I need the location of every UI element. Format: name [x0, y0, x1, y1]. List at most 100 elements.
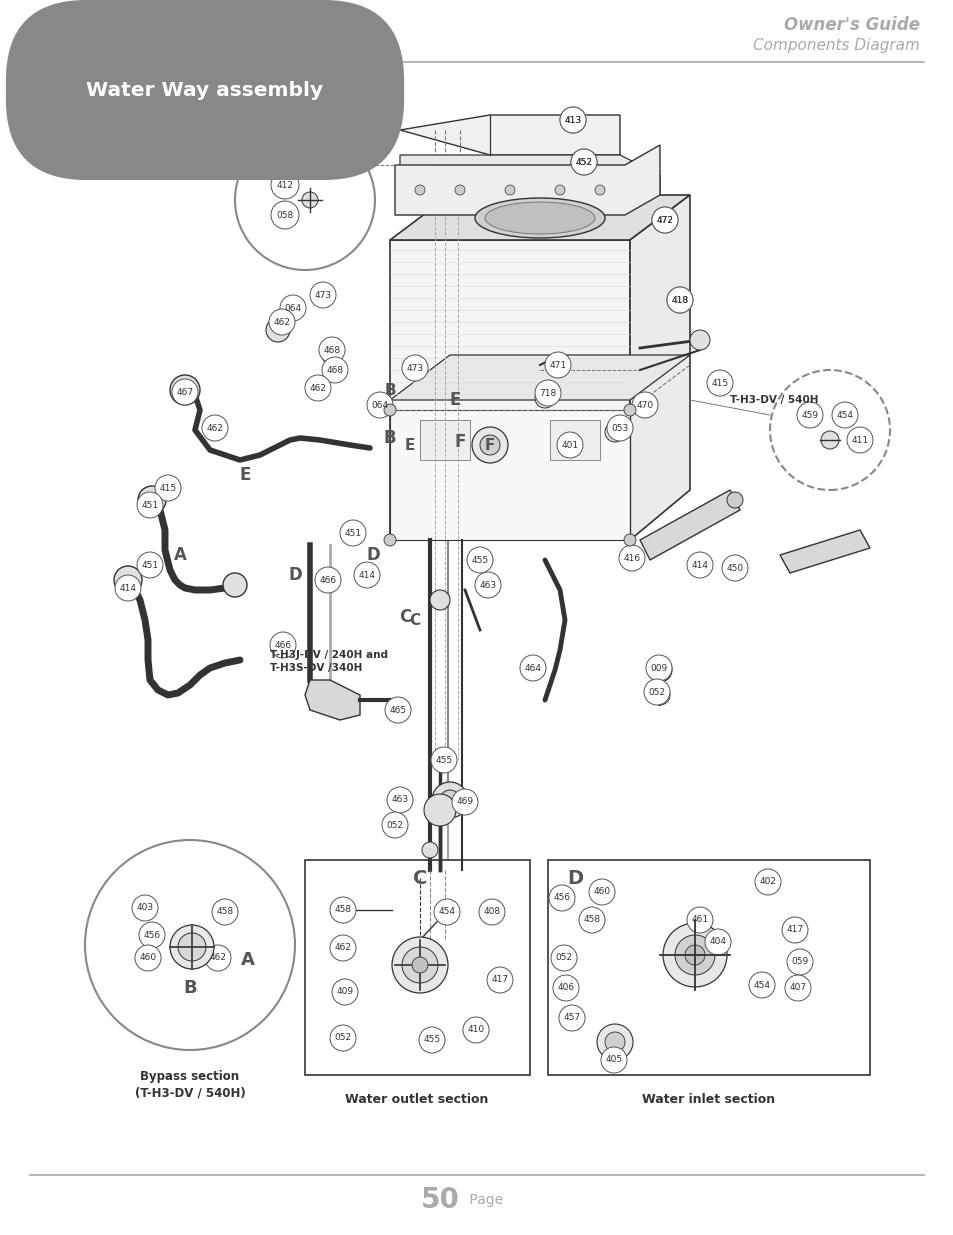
Circle shape [666, 287, 692, 312]
Text: 470: 470 [636, 400, 653, 410]
Circle shape [781, 918, 807, 944]
Circle shape [479, 435, 499, 454]
Circle shape [170, 375, 200, 405]
Text: 460: 460 [593, 888, 610, 897]
Circle shape [472, 427, 507, 463]
Text: Water outlet section: Water outlet section [345, 1093, 488, 1107]
Text: A: A [173, 546, 186, 564]
Text: C: C [398, 608, 411, 626]
Circle shape [486, 967, 513, 993]
Circle shape [430, 590, 450, 610]
Circle shape [606, 415, 633, 441]
Circle shape [618, 545, 644, 571]
Circle shape [322, 357, 348, 383]
Text: 463: 463 [479, 580, 497, 589]
Text: 417: 417 [785, 925, 802, 935]
Circle shape [392, 937, 448, 993]
Circle shape [205, 945, 231, 971]
Text: 471: 471 [549, 361, 566, 369]
Text: Owner's Guide: Owner's Guide [783, 16, 919, 35]
Circle shape [170, 925, 213, 969]
Circle shape [85, 840, 294, 1050]
Text: 405: 405 [605, 1056, 622, 1065]
Text: 052: 052 [648, 688, 665, 697]
Text: Water Way assembly: Water Way assembly [87, 80, 323, 100]
Circle shape [439, 790, 459, 810]
Text: 407: 407 [789, 983, 805, 993]
Circle shape [455, 185, 464, 195]
Text: D: D [288, 566, 301, 584]
Text: 451: 451 [344, 529, 361, 537]
Text: F: F [322, 156, 336, 175]
Text: 462: 462 [210, 953, 226, 962]
Circle shape [684, 945, 704, 965]
Text: 418: 418 [671, 295, 688, 305]
Polygon shape [399, 156, 659, 200]
Text: 454: 454 [438, 908, 455, 916]
Circle shape [354, 562, 379, 588]
Circle shape [135, 945, 161, 971]
Circle shape [212, 899, 237, 925]
Text: 413: 413 [564, 116, 581, 125]
Text: 457: 457 [563, 1014, 580, 1023]
Circle shape [623, 534, 636, 546]
Text: 50: 50 [420, 1186, 459, 1214]
Circle shape [322, 345, 341, 366]
Circle shape [559, 107, 585, 133]
Text: 452: 452 [575, 158, 592, 167]
Text: 468: 468 [323, 346, 340, 354]
Text: 408: 408 [483, 908, 500, 916]
Circle shape [706, 370, 732, 396]
Circle shape [544, 352, 571, 378]
Circle shape [645, 655, 671, 680]
Circle shape [784, 974, 810, 1002]
Circle shape [748, 972, 774, 998]
Circle shape [384, 534, 395, 546]
Circle shape [666, 287, 692, 312]
Polygon shape [390, 354, 689, 400]
Text: 415: 415 [159, 483, 176, 493]
Circle shape [548, 885, 575, 911]
Circle shape [504, 185, 515, 195]
Circle shape [600, 1047, 626, 1073]
Circle shape [597, 1024, 633, 1060]
Text: 417: 417 [491, 976, 508, 984]
Text: 450: 450 [725, 563, 742, 573]
Circle shape [462, 1016, 489, 1044]
Circle shape [423, 794, 456, 826]
Text: 452: 452 [575, 158, 592, 167]
Circle shape [831, 403, 857, 429]
Circle shape [139, 923, 165, 948]
Text: 052: 052 [555, 953, 572, 962]
Circle shape [339, 520, 366, 546]
Text: 064: 064 [284, 304, 301, 312]
Ellipse shape [475, 198, 604, 238]
Polygon shape [780, 530, 869, 573]
Circle shape [649, 685, 669, 705]
Circle shape [271, 170, 298, 199]
Text: 472: 472 [656, 215, 673, 225]
Circle shape [421, 842, 437, 858]
Text: C: C [413, 868, 427, 888]
Circle shape [555, 185, 564, 195]
Bar [305, 860, 530, 1074]
Text: 052: 052 [335, 1034, 352, 1042]
Circle shape [662, 923, 726, 987]
Circle shape [330, 1025, 355, 1051]
Text: 456: 456 [143, 930, 160, 940]
Text: 458: 458 [335, 905, 352, 914]
Text: 455: 455 [423, 1035, 440, 1045]
Text: 469: 469 [456, 798, 473, 806]
Text: T-H3J-DV / 240H and
T-H3S-DV /340H: T-H3J-DV / 240H and T-H3S-DV /340H [270, 650, 388, 673]
Circle shape [385, 697, 411, 722]
Bar [547, 860, 869, 1074]
Circle shape [643, 679, 669, 705]
Circle shape [354, 132, 379, 158]
Text: 414: 414 [119, 583, 136, 593]
Circle shape [223, 573, 247, 597]
Circle shape [137, 552, 163, 578]
Circle shape [266, 317, 290, 342]
Circle shape [675, 935, 714, 974]
Circle shape [478, 899, 504, 925]
Circle shape [418, 1028, 444, 1053]
